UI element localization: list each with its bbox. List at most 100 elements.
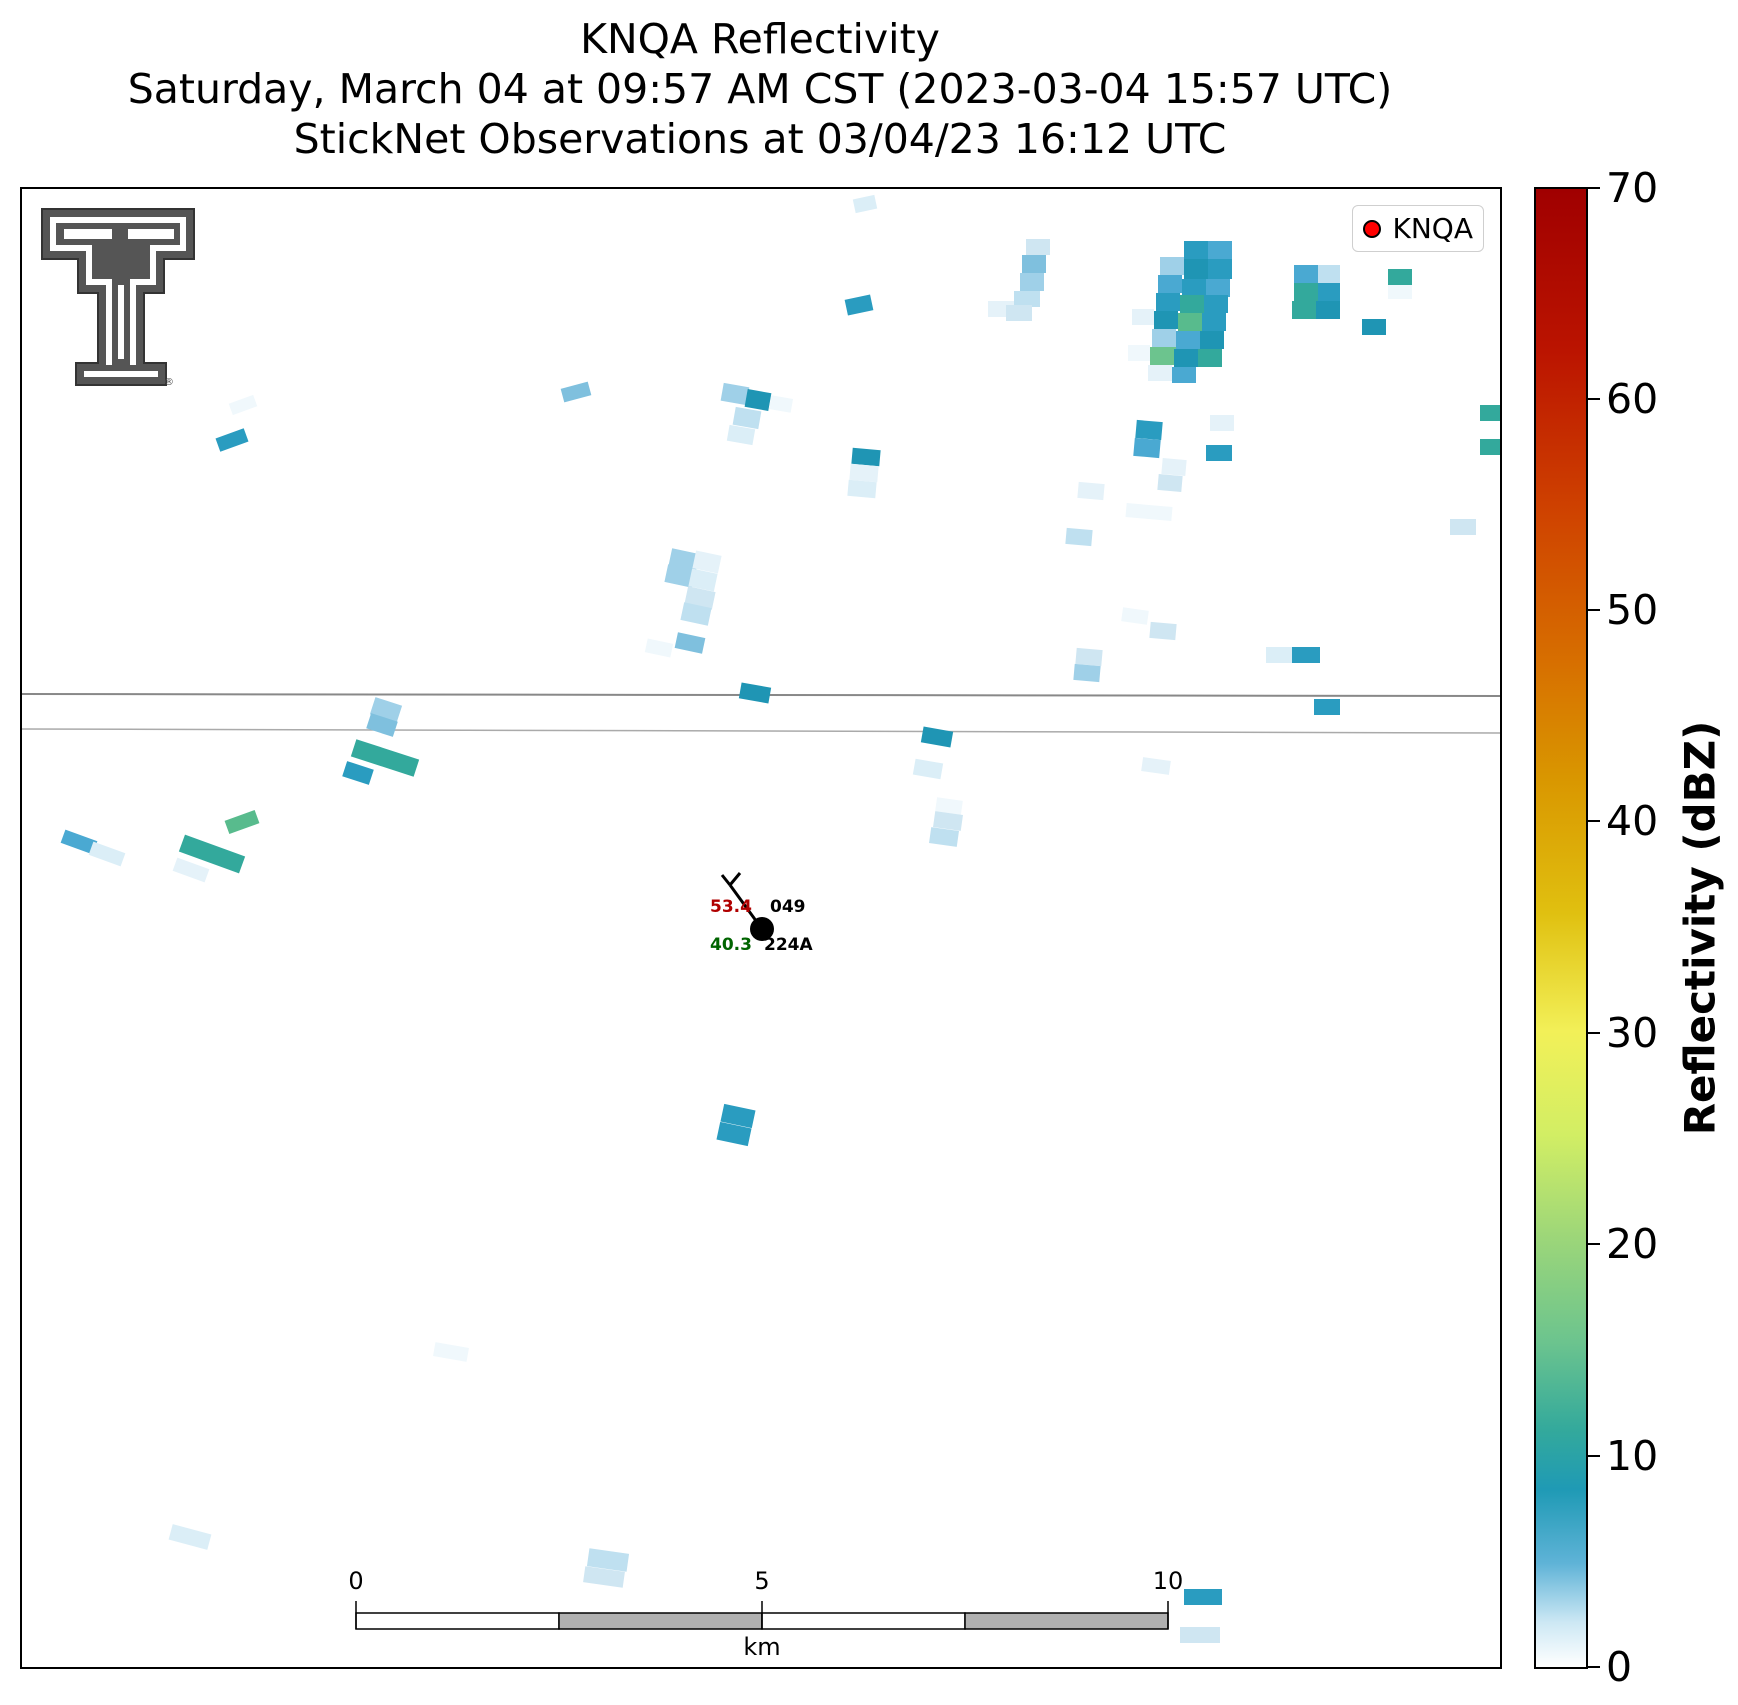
echo-gate [732,406,762,430]
echo-gate [692,550,722,574]
echo-gate [1152,329,1176,347]
echo-gate [912,758,944,780]
echo-gate [844,294,874,316]
colorbar-tick [1588,609,1600,611]
colorbar-tick [1588,1666,1600,1668]
echo-gate [1292,647,1320,663]
echo-gate [1292,301,1316,319]
echo-gate [1075,647,1103,667]
wind-direction-label: 049 [770,897,806,917]
echo-gate [1014,291,1040,307]
echo-gate [680,602,712,626]
echo-gate [1178,313,1202,331]
echo-gate [1174,349,1198,367]
echo-gate [1176,331,1200,349]
echo-gate [935,797,963,815]
colorbar-tick [1588,1243,1600,1245]
title-line-3: StickNet Observations at 03/04/23 16:12 … [293,115,1227,163]
echo-gate [1026,239,1050,255]
echo-gate [684,586,716,610]
echo-gate [178,834,246,874]
temperature-label: 53.4 [710,897,752,917]
echo-gate [1180,1627,1220,1643]
scale-label-0: 0 [348,1567,364,1595]
echo-gate [1266,647,1292,663]
echo-gate [744,389,772,411]
echo-gate [1184,259,1208,279]
reflectivity-colorbar [1534,187,1588,1669]
echo-gate [342,761,374,785]
echo-gate [1388,285,1412,299]
echo-gate [1073,663,1101,683]
echo-gate [583,1566,625,1588]
legend: KNQA [1351,205,1484,252]
colorbar-title: Reflectivity (dBZ) [1675,720,1725,1136]
echo-gate [644,638,674,658]
echo-gate [1132,309,1154,325]
echo-gate [1184,1589,1222,1605]
echo-gate [1200,331,1224,349]
echo-gate [1450,519,1476,535]
echo-gate [366,713,398,737]
colorbar-label-0: 0 [1606,1643,1633,1691]
colorbar-tick [1588,1455,1600,1457]
echo-gate [1154,311,1178,329]
legend-label: KNQA [1392,212,1474,245]
echo-gate [1148,365,1172,381]
colorbar-label-60: 60 [1606,375,1659,423]
reflectivity-gates [60,194,1500,1643]
echo-gate [1150,347,1176,365]
echo-gate [1388,269,1412,285]
echo-gate [1121,607,1149,625]
echo-gate [560,381,592,403]
echo-gate [1198,349,1222,367]
echo-gate [88,841,126,867]
legend-marker [1362,219,1381,238]
texas-tech-double-t-logo: ® [41,208,195,387]
echo-gate [849,463,879,483]
echo-gate [1133,437,1161,459]
scale-unit: km [743,1633,781,1661]
echo-gate [60,829,98,855]
radar-echo-layer [22,194,1500,1643]
echo-gate [1160,257,1184,275]
echo-gate [716,1121,752,1147]
colorbar-label-10: 10 [1606,1432,1659,1480]
echo-gate [224,809,260,835]
echo-gate [847,479,877,499]
echo-gate [668,548,700,572]
echo-gate [586,1548,630,1572]
colorbar-label-70: 70 [1606,164,1659,212]
svg-text:®: ® [164,377,174,387]
echo-gate [664,564,696,588]
echo-gate [1006,305,1032,321]
echo-gate [172,857,210,883]
scale-bar [355,1601,1169,1630]
echo-gate [1141,757,1171,775]
colorbar-tick [1588,187,1600,189]
echo-gate [1077,481,1105,501]
echo-gate [851,447,881,467]
title-line-1: KNQA Reflectivity [580,15,940,63]
echo-gate [1480,439,1500,455]
echo-gate [1156,293,1180,311]
colorbar-tick [1588,1032,1600,1034]
echo-gate [1161,457,1187,477]
echo-gate [1180,295,1204,313]
colorbar-tick [1588,398,1600,400]
echo-gate [674,632,706,654]
echo-gate [168,1524,212,1550]
echo-gate [1149,621,1177,641]
colorbar-label-20: 20 [1606,1220,1659,1268]
road-line [22,728,1500,734]
echo-gate [688,568,718,592]
scale-label-5: 5 [754,1567,770,1595]
colorbar-label-30: 30 [1606,1009,1659,1057]
echo-gate [1125,503,1173,521]
radar-map[interactable]: ® KNQA 53.4 049 40.3 224A 0 5 10 km [20,187,1502,1669]
echo-gate [1204,295,1228,313]
echo-gate [1065,527,1093,547]
echo-gate [1294,283,1318,301]
echo-gate [1202,313,1226,331]
echo-gate [1480,405,1500,421]
